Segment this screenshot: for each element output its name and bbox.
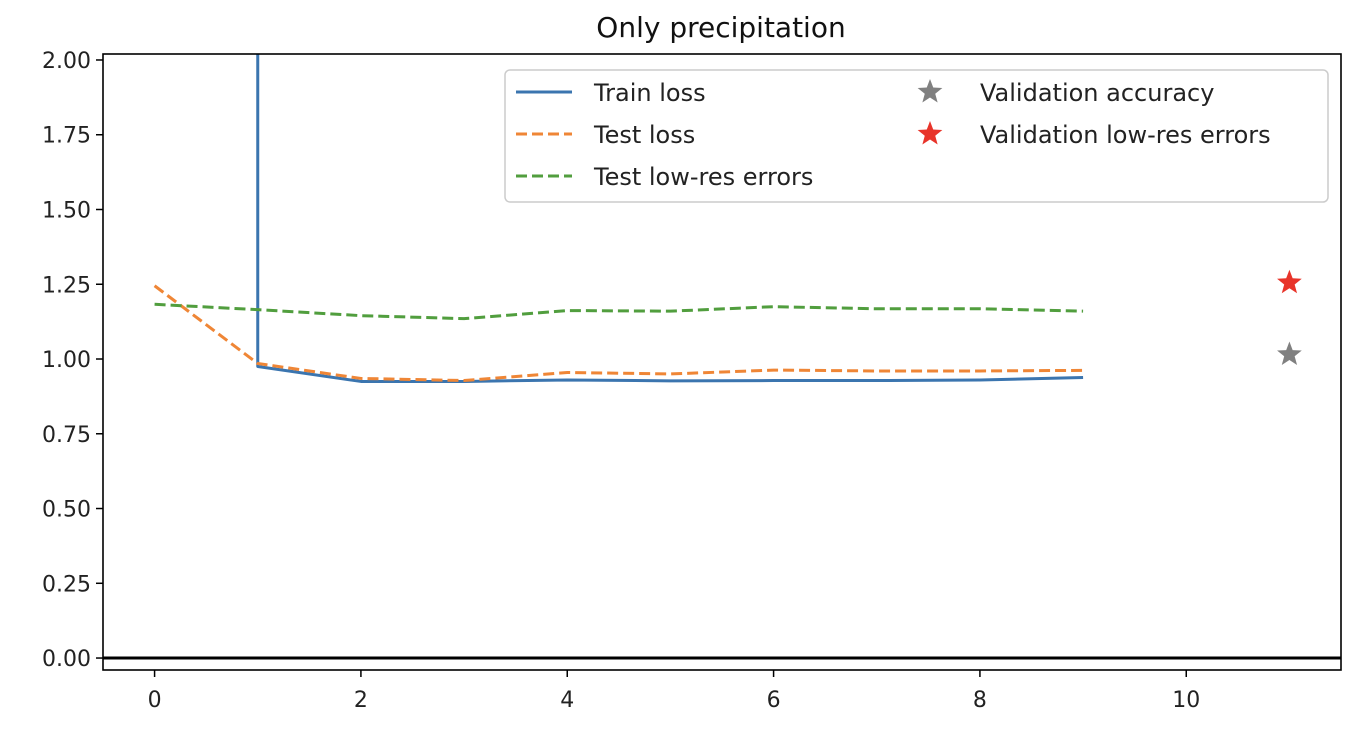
marker-validation-accuracy xyxy=(1277,341,1302,366)
y-tick-label: 0.75 xyxy=(42,423,91,448)
legend: Train loss Test loss Test low-res errors Va… xyxy=(504,69,1329,203)
legend-box xyxy=(504,69,1329,203)
x-tick-label: 8 xyxy=(973,688,987,713)
y-tick-label: 0.00 xyxy=(42,647,91,672)
legend-label: Test low-res errors xyxy=(593,163,813,191)
legend-star xyxy=(917,79,943,103)
y-tick-label: 2.00 xyxy=(42,49,91,74)
y-tick-label: 1.50 xyxy=(42,198,91,223)
axes: 0.00 0.25 0.50 0.75 1.00 1.25 1.50 1.75 2.00 0 2 4 6… xyxy=(42,49,1342,713)
legend-label: Test loss xyxy=(593,121,695,149)
legend-label: Train loss xyxy=(593,79,706,107)
x-tick-label: 0 xyxy=(148,688,162,713)
y-tick-label: 1.00 xyxy=(42,348,91,373)
y-tick-label: 0.50 xyxy=(42,498,91,523)
chart-title: Only precipitation xyxy=(596,11,845,44)
series-line-test-loss xyxy=(153,284,1084,383)
x-tick-label: 10 xyxy=(1172,688,1200,713)
legend-label: Validation accuracy xyxy=(980,79,1214,107)
legend-label: Validation low-res errors xyxy=(980,121,1271,149)
y-tick-label: 1.25 xyxy=(42,273,91,298)
plot-frame xyxy=(102,53,1342,671)
plot-area xyxy=(103,54,1341,660)
series-line-test-low-res-errors xyxy=(154,302,1084,321)
series-line-train-loss xyxy=(256,54,1084,383)
x-tick-label: 4 xyxy=(560,688,574,713)
y-tick-label: 1.75 xyxy=(42,124,91,149)
x-tick-label: 6 xyxy=(767,688,781,713)
y-tick-label: 0.25 xyxy=(42,572,91,597)
x-tick-label: 2 xyxy=(354,688,368,713)
legend-star xyxy=(917,121,943,145)
marker-validation-low-res-errors xyxy=(1277,269,1302,294)
data-series-group xyxy=(103,54,1341,660)
